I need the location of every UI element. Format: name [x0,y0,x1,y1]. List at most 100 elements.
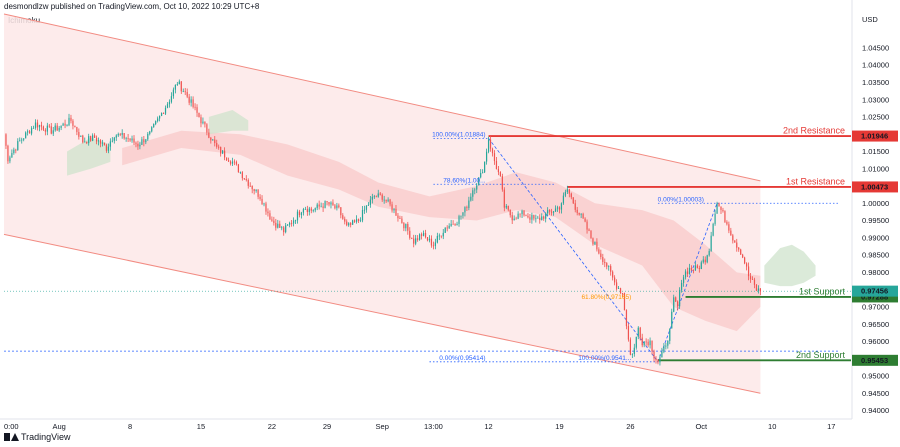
candle-body [27,131,29,133]
candle-body [389,199,391,205]
candle-body [430,238,433,246]
ichimoku-cloud-green-3 [764,244,816,287]
candle-body [15,149,17,151]
candle-body [210,137,212,141]
candle-body [241,172,243,179]
candle-body [556,207,559,209]
support-1-price-tag-text: 0.97288 [861,293,888,302]
candle-body [296,211,299,221]
candle-body [403,223,405,229]
candle-body [42,126,45,130]
candle-body [168,101,171,105]
candle-body [574,203,576,210]
candle-body [271,219,273,221]
candle-body [399,218,401,220]
candle-body [233,161,236,163]
candle-body [661,351,663,358]
candle-body [643,341,645,346]
candle-body [281,227,283,229]
candle-body [749,276,752,280]
candle-body [176,84,178,85]
candle-body [25,132,27,139]
candle-body [604,261,606,264]
candle-body [157,118,159,122]
candle-body [285,225,287,233]
candle-body [598,249,600,254]
candle-body [224,150,226,158]
candle-body [665,345,667,347]
resistance-2-price-tag [852,181,898,193]
x-tick-label: 22 [268,422,276,431]
candle-body [182,91,184,93]
candle-body [438,235,440,237]
candle-body [294,220,297,222]
candle-body [371,196,373,200]
candle-body [222,150,224,154]
candle-body [442,232,444,237]
candle-body [415,238,417,244]
candle-body [535,218,537,220]
y-tick-label: 1.02500 [862,113,889,122]
candle-body [383,199,385,201]
fib-label-5: 100.00%(0.9541... [578,355,631,362]
candle-body [426,237,429,241]
candle-body [68,117,70,126]
candle-body [141,139,143,145]
candle-body [198,112,200,118]
candle-body [594,241,596,245]
candle-body [336,205,338,209]
candle-body [649,340,651,346]
candle-body [724,211,726,222]
candle-body [600,253,602,258]
candle-body [306,209,308,213]
candle-body [694,265,696,271]
x-tick-label: 17 [827,422,835,431]
candle-body [263,203,265,205]
candle-body [562,195,565,204]
candle-body [547,210,549,214]
candle-body [653,351,655,359]
candle-body [342,215,344,219]
candle-body [330,202,332,205]
candle-body [533,215,535,219]
candle-body [631,353,633,355]
candle-body [186,92,188,97]
y-tick-label: 0.98500 [862,251,889,260]
candle-body [267,211,269,214]
y-tick-label: 1.03500 [862,78,889,87]
candle-body [610,266,612,272]
candle-body [757,288,760,291]
candle-body [316,204,318,209]
candle-body [387,199,389,202]
candle-body [543,216,545,219]
candle-body [200,117,202,124]
candle-body [470,196,472,201]
candle-body [367,204,370,206]
candle-body [251,185,253,190]
candle-body [249,185,251,187]
candle-body [576,209,578,213]
candle-body [56,125,58,131]
candle-body [590,230,592,239]
candle-body [72,120,74,126]
candle-body [60,125,62,128]
candle-body [621,293,624,294]
candle-body [166,104,169,108]
candle-body [212,139,214,141]
candle-body [194,106,196,108]
candle-body [521,210,523,215]
candle-body [82,135,84,143]
tradingview-footer[interactable]: TradingView [4,432,71,442]
candle-body [90,136,92,141]
candle-body [58,127,60,131]
candle-body [422,232,425,236]
candle-body [740,249,742,255]
candle-body [143,139,145,143]
candle-body [289,222,291,225]
candle-body [454,224,456,226]
candle-body [657,360,659,363]
candle-body [482,172,484,174]
candle-body [708,251,710,256]
candle-body [348,223,350,226]
